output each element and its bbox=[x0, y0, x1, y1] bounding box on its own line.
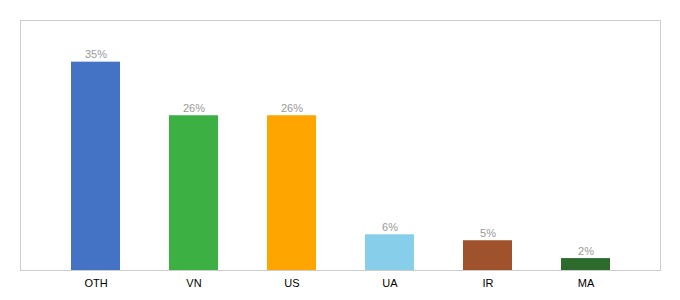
svg-text:VN: VN bbox=[186, 277, 201, 289]
svg-text:IR: IR bbox=[483, 277, 494, 289]
svg-text:35%: 35% bbox=[85, 48, 107, 60]
svg-text:2%: 2% bbox=[578, 245, 594, 257]
svg-text:MA: MA bbox=[578, 277, 595, 289]
svg-text:6%: 6% bbox=[382, 221, 398, 233]
svg-text:UA: UA bbox=[382, 277, 398, 289]
svg-text:26%: 26% bbox=[183, 102, 205, 114]
svg-text:US: US bbox=[284, 277, 299, 289]
svg-text:26%: 26% bbox=[281, 102, 303, 114]
svg-text:5%: 5% bbox=[480, 227, 496, 239]
svg-text:OTH: OTH bbox=[84, 277, 107, 289]
